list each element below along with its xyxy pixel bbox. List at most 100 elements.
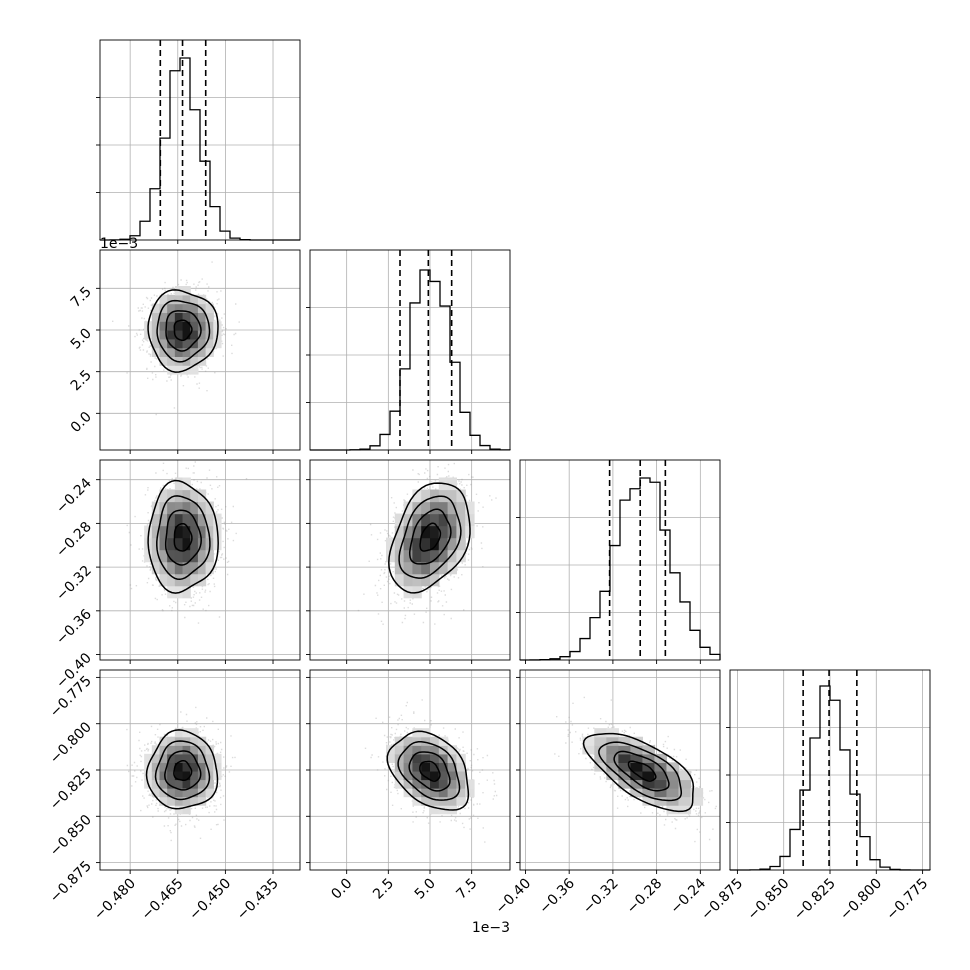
contour-3 <box>156 495 211 581</box>
density-cell <box>190 537 199 551</box>
density-cell <box>690 796 704 806</box>
density-cell <box>412 753 422 763</box>
density-cell <box>678 770 692 781</box>
density-cell <box>412 489 422 503</box>
density-cell <box>159 779 168 789</box>
density-cell <box>642 796 656 806</box>
density-cell <box>151 779 161 789</box>
density-cell <box>412 537 422 551</box>
density-cell <box>438 537 449 551</box>
density-cell <box>447 513 457 527</box>
density-cell <box>182 796 191 806</box>
density-cell <box>182 347 191 357</box>
contour-2 <box>164 750 202 791</box>
density-cell <box>144 549 153 563</box>
density-cell <box>438 796 449 806</box>
density-cell <box>618 762 631 772</box>
contour-4 <box>145 729 219 810</box>
density-cell <box>151 762 161 772</box>
density-cell <box>421 762 431 772</box>
density-cell <box>159 796 168 806</box>
density-cell <box>594 745 607 755</box>
x-tick-label: −0.465 <box>139 876 187 924</box>
density-cell <box>174 312 184 322</box>
density-cell <box>205 788 214 798</box>
scatter-panel-4-2-frame <box>309 669 511 871</box>
density-cell <box>182 549 191 563</box>
scatter-panel-3-1: −0.40−0.36−0.32−0.28−0.24 <box>53 459 301 692</box>
density-cell <box>421 753 431 763</box>
density-cell <box>197 779 207 789</box>
x-tick-label: −0.775 <box>883 876 931 924</box>
density-cell <box>630 788 644 798</box>
x-tick-label: −0.850 <box>745 876 793 924</box>
density-cell <box>386 753 396 763</box>
x-tick-label: −0.450 <box>186 876 234 924</box>
density-cell <box>412 788 422 798</box>
density-cell <box>421 489 431 503</box>
density-cell <box>151 561 161 575</box>
density-cell <box>412 573 422 587</box>
density-cell <box>465 501 475 515</box>
density-cell <box>447 779 457 789</box>
density-cell <box>213 338 222 349</box>
density-cell <box>403 525 413 539</box>
hist-panel-4-frame <box>729 669 931 871</box>
density-cell <box>174 513 184 527</box>
density-cell <box>182 513 191 527</box>
density-cell <box>144 753 153 763</box>
density-cell <box>447 525 457 539</box>
density-cell <box>678 788 692 798</box>
density-cell <box>190 330 199 340</box>
density-cell <box>394 770 405 781</box>
density-cell <box>412 779 422 789</box>
density-cell <box>205 312 214 322</box>
density-cell <box>690 788 704 798</box>
density-cell <box>606 753 619 763</box>
density-cell <box>197 338 207 349</box>
density-cell <box>167 537 176 551</box>
density-cell <box>394 573 405 587</box>
scatter-panel-4-1: −0.480 −0.465 −0.450 −0.435−0.875−0.850−0.8… <box>47 669 301 924</box>
density-cell <box>447 501 457 515</box>
density-cell <box>430 762 440 772</box>
contour-4 <box>388 482 471 594</box>
density-cell <box>213 513 222 527</box>
density-cell <box>159 753 168 763</box>
density-layer <box>364 699 498 843</box>
contour-2 <box>165 310 202 352</box>
density-cell <box>421 537 431 551</box>
density-cell <box>197 330 207 340</box>
density-cell <box>182 294 191 305</box>
density-cell <box>159 303 168 313</box>
density-cell <box>456 501 466 515</box>
density-cell <box>421 796 431 806</box>
density-cell <box>190 294 199 305</box>
density-cell <box>167 365 176 375</box>
density-cell <box>190 779 199 789</box>
density-cell <box>205 745 214 755</box>
density-cell <box>421 501 431 515</box>
density-cell <box>394 537 405 551</box>
density-cell <box>182 312 191 322</box>
density-cell <box>642 779 656 789</box>
density-cell <box>582 745 595 755</box>
density-cell <box>205 303 214 313</box>
contour-1 <box>173 759 193 782</box>
density-cell <box>606 770 619 781</box>
x-tick-label: 7.5 <box>453 876 480 903</box>
density-cell <box>606 762 619 772</box>
density-cell <box>182 286 191 296</box>
density-cell <box>430 805 440 815</box>
density-cell <box>421 770 431 781</box>
density-cell <box>167 330 176 340</box>
density-cell <box>159 573 168 587</box>
density-cell <box>167 745 176 755</box>
density-cell <box>151 753 161 763</box>
density-cell <box>654 770 668 781</box>
density-cell <box>159 537 168 551</box>
y-tick-label: 7.5 <box>68 284 95 311</box>
density-cell <box>394 561 405 575</box>
density-cell <box>151 537 161 551</box>
x-tick-label: −0.435 <box>234 876 282 924</box>
